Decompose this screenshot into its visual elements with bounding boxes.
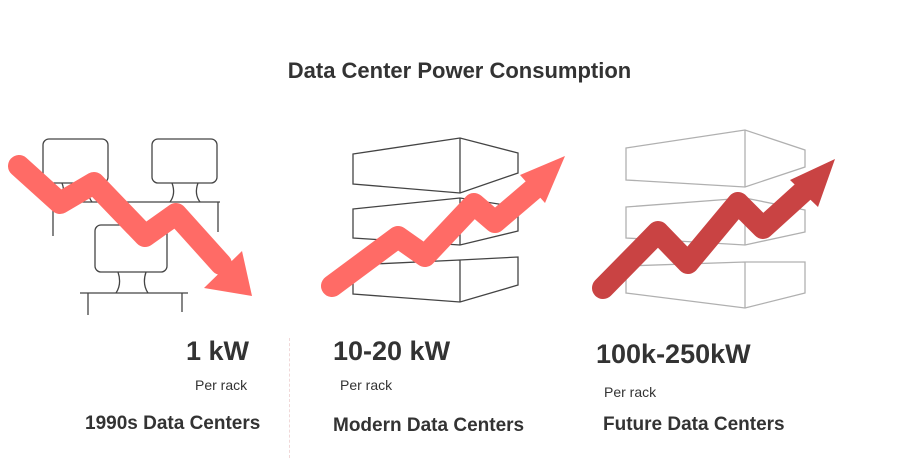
- page-title: Data Center Power Consumption: [287, 58, 632, 83]
- trend-up-arrow: [592, 159, 835, 299]
- power-value: 100k-250kW: [596, 339, 751, 369]
- server-stack-icon: [352, 137, 519, 303]
- power-value: 10-20 kW: [333, 336, 451, 366]
- divider: [289, 338, 290, 458]
- power-value: 1 kW: [186, 336, 250, 366]
- unit-label: Per rack: [340, 377, 393, 393]
- trend-down-arrow: [8, 155, 252, 296]
- panel-label: Modern Data Centers: [333, 415, 525, 436]
- panel-label: 1990s Data Centers: [85, 413, 261, 434]
- unit-label: Per rack: [195, 377, 248, 393]
- unit-label: Per rack: [604, 384, 657, 400]
- panel-label: Future Data Centers: [603, 414, 785, 435]
- trend-up-arrow: [321, 156, 565, 297]
